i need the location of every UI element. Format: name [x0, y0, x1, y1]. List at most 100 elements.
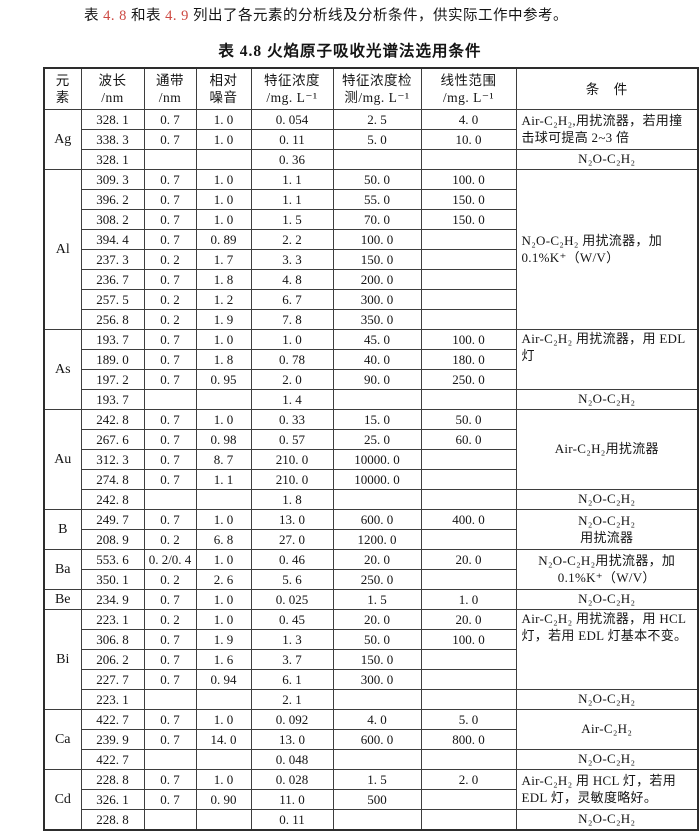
- noise-cell: 1. 0: [195, 509, 252, 530]
- noise-cell: 1. 0: [195, 209, 252, 230]
- detection-cell: 10000. 0: [332, 449, 422, 470]
- detection-cell: 300. 0: [332, 289, 422, 310]
- noise-cell: [195, 809, 252, 831]
- table-row: 197. 2 0. 7 0. 95 2. 0 90. 0 250. 0: [44, 369, 698, 390]
- linear-range-cell: [420, 689, 517, 710]
- wavelength-cell: 227. 7: [80, 669, 145, 690]
- bandpass-cell: [143, 149, 197, 170]
- detection-cell: 5. 0: [332, 129, 422, 150]
- table-row: Ba 553. 6 0. 2/0. 4 1. 0 0. 46 20. 0 20. 0 N₂O-…: [43, 549, 699, 590]
- element-cell: Bi: [43, 609, 82, 710]
- char-concentration-cell: 2. 2: [250, 229, 334, 250]
- wavelength-cell: 396. 2: [80, 189, 145, 210]
- table-row: B 249. 7 0. 7 1. 0 13. 0 600. 0 400. 0 N₂O-C₂H₂…: [43, 509, 699, 550]
- linear-range-cell: [420, 149, 517, 170]
- linear-range-cell: 5. 0: [420, 709, 517, 730]
- condition-cell: N₂O-C₂H₂: [515, 749, 699, 770]
- wavelength-cell: 228. 8: [80, 769, 145, 790]
- bandpass-cell: 0. 7: [143, 649, 197, 670]
- linear-range-cell: 400. 0: [420, 509, 517, 530]
- detection-cell: 70. 0: [332, 209, 422, 230]
- bandpass-cell: 0. 7: [143, 509, 197, 530]
- noise-cell: 1. 0: [195, 189, 252, 210]
- noise-cell: 1. 0: [195, 609, 252, 630]
- linear-range-cell: 20. 0: [420, 549, 517, 570]
- table-row: Ag 328. 1 0. 7 1. 0 0. 054 2. 5 4. 0 Air-C₂H₂,用…: [43, 109, 699, 170]
- noise-cell: 8. 7: [195, 449, 252, 470]
- condition-cell: Air-C₂H₂用扰流器: [515, 409, 699, 490]
- wavelength-cell: 328. 1: [80, 109, 145, 130]
- condition-cell: N₂O-C₂H₂: [515, 149, 699, 170]
- condition-cell: N₂O-C₂H₂: [515, 689, 699, 710]
- table-body: Ag 328. 1 0. 7 1. 0 0. 054 2. 5 4. 0 Air-C₂H₂,用…: [43, 109, 699, 831]
- detection-cell: 150. 0: [332, 249, 422, 270]
- condition-cell: N₂O-C₂H₂ 用扰流器: [515, 509, 699, 550]
- table-row: As 193. 7 0. 7 1. 0 1. 0 45. 0 100. 0 Air-C₂H₂ …: [43, 329, 699, 410]
- bandpass-cell: [143, 689, 197, 710]
- char-concentration-cell: 0. 46: [250, 549, 334, 570]
- noise-cell: 1. 0: [195, 409, 252, 430]
- detection-cell: 10000. 0: [332, 469, 422, 490]
- char-concentration-cell: 0. 45: [250, 609, 334, 630]
- bandpass-cell: 0. 2: [143, 289, 197, 310]
- bandpass-cell: 0. 2: [143, 529, 197, 550]
- detection-cell: [332, 689, 422, 710]
- detection-cell: 50. 0: [332, 169, 422, 190]
- element-cell: Ag: [43, 109, 82, 170]
- linear-range-cell: 800. 0: [420, 729, 517, 750]
- wavelength-cell: 312. 3: [80, 449, 145, 470]
- detection-cell: 20. 0: [332, 549, 422, 570]
- condition-cell: N₂O-C₂H₂: [515, 809, 699, 831]
- detection-cell: [332, 389, 422, 410]
- detection-cell: 250. 0: [332, 569, 422, 590]
- linear-range-cell: [420, 449, 517, 470]
- wavelength-cell: 242. 8: [80, 489, 145, 510]
- char-concentration-cell: 1. 8: [250, 489, 334, 510]
- linear-range-cell: 100. 0: [420, 329, 517, 350]
- bandpass-cell: 0. 7: [143, 629, 197, 650]
- wavelength-cell: 228. 8: [80, 809, 145, 831]
- wavelength-cell: 394. 4: [80, 229, 145, 250]
- bandpass-cell: 0. 7: [143, 129, 197, 150]
- linear-range-cell: [420, 749, 517, 770]
- bandpass-cell: 0. 7: [143, 369, 197, 390]
- table-row: 422. 7 0. 048 N₂O-C₂H₂: [44, 749, 699, 770]
- condition-cell: Air-C₂H₂,用扰流器，若用撞击球可提高 2~3 倍: [515, 109, 699, 150]
- linear-range-cell: 100. 0: [420, 169, 517, 190]
- header-cell-linear-range: 线性范围 /mg. L⁻¹: [420, 67, 517, 110]
- wavelength-cell: 193. 7: [80, 389, 145, 410]
- noise-cell: [195, 489, 252, 510]
- detection-cell: 100. 0: [332, 229, 422, 250]
- char-concentration-cell: 0. 36: [250, 149, 334, 170]
- table-row: 227. 7 0. 7 0. 94 6. 1 300. 0: [44, 669, 698, 690]
- wavelength-cell: 422. 7: [80, 749, 145, 770]
- noise-cell: [195, 389, 252, 410]
- wavelength-cell: 208. 9: [80, 529, 145, 550]
- wavelength-cell: 242. 8: [80, 409, 145, 430]
- linear-range-cell: 100. 0: [420, 629, 517, 650]
- condition-cell: Air-C₂H₂: [515, 709, 699, 750]
- char-concentration-cell: 0. 78: [250, 349, 334, 370]
- element-cell: B: [43, 509, 82, 550]
- noise-cell: [195, 149, 252, 170]
- noise-cell: [195, 689, 252, 710]
- intro-paragraph: 表 4. 8 和表 4. 9 列出了各元素的分析线及分析条件，供实际工作中参考。: [84, 7, 700, 26]
- header-cell-bandpass: 通带 /nm: [143, 67, 197, 110]
- char-concentration-cell: 7. 8: [250, 309, 334, 330]
- char-concentration-cell: 1. 3: [250, 629, 334, 650]
- noise-cell: 6. 8: [195, 529, 252, 550]
- element-cell: As: [43, 329, 82, 410]
- char-concentration-cell: 210. 0: [250, 469, 334, 490]
- table-row: 228. 8 0. 11 N₂O-C₂H₂: [44, 809, 699, 831]
- noise-cell: 1. 8: [195, 349, 252, 370]
- detection-cell: 90. 0: [332, 369, 422, 390]
- linear-range-cell: [420, 649, 517, 670]
- table-ref-4-9: 4. 9: [165, 8, 189, 24]
- linear-range-cell: [420, 289, 517, 310]
- detection-cell: 20. 0: [332, 609, 422, 630]
- detection-cell: [332, 149, 422, 170]
- header-cell-char-concentration: 特征浓度 /mg. L⁻¹: [250, 67, 334, 110]
- linear-range-cell: [420, 529, 517, 550]
- condition-cell: Air-C₂H₂ 用扰流器，用 EDL 灯: [515, 329, 699, 390]
- table-title: 表 4.8 火焰原子吸收光谱法选用条件: [218, 43, 482, 60]
